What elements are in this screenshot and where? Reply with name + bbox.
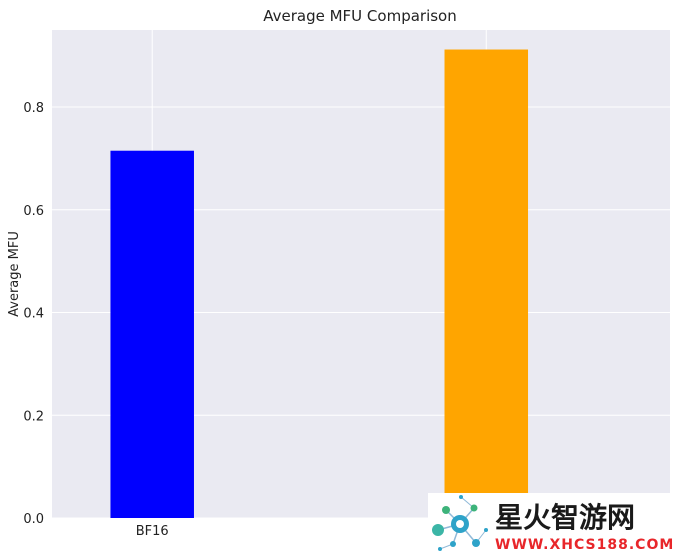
watermark-title: 星火智游网 — [495, 501, 635, 534]
y-tick-label: 0.6 — [23, 204, 44, 219]
y-tick-label: 0.4 — [23, 307, 44, 322]
watermark-background — [428, 493, 678, 555]
bar — [110, 150, 194, 518]
bars-layer — [110, 49, 529, 519]
x-tick-label: BF16 — [136, 524, 169, 539]
chart-title: Average MFU Comparison — [263, 7, 457, 25]
y-axis-label: Average MFU — [7, 231, 22, 317]
watermark-url: WWW.XHCS188.COM — [495, 537, 674, 553]
watermark: 星火智游网 WWW.XHCS188.COM — [428, 493, 678, 555]
y-tick-label: 0.0 — [23, 512, 44, 527]
network-logo-icon — [432, 495, 488, 551]
bar — [444, 49, 529, 519]
y-tick-labels: 0.0 0.2 0.4 0.6 0.8 — [23, 101, 44, 527]
y-tick-label: 0.8 — [23, 101, 44, 116]
x-tick-labels: BF16 — [136, 524, 169, 539]
y-tick-label: 0.2 — [23, 409, 44, 424]
